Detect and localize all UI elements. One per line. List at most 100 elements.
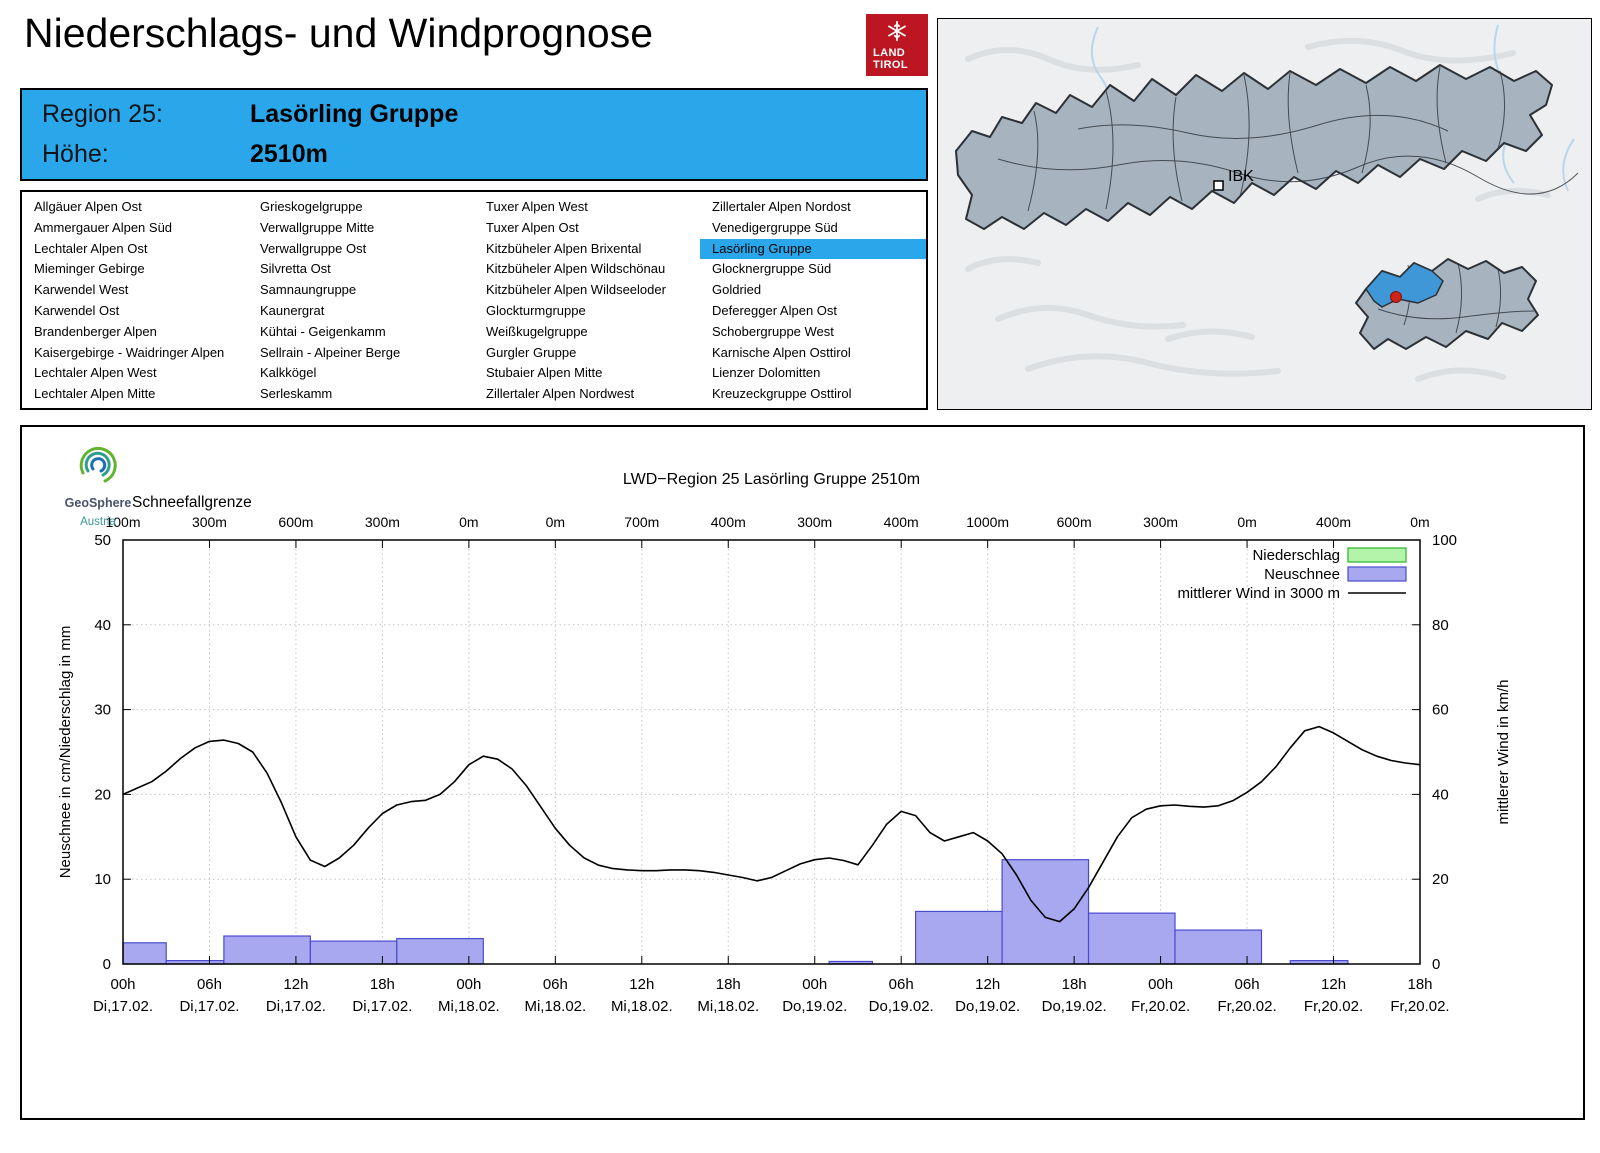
region-list-item[interactable]: Grieskogelgruppe <box>260 199 363 214</box>
ibk-marker <box>1213 180 1224 191</box>
svg-text:00h: 00h <box>456 976 481 993</box>
region-list-item[interactable]: Verwallgruppe Mitte <box>260 219 375 235</box>
tyrol-map[interactable]: IBK <box>937 18 1592 410</box>
svg-text:06h: 06h <box>1235 976 1260 993</box>
region-list-item[interactable]: Schobergruppe West <box>712 323 834 339</box>
region-list-item[interactable]: Lasörling Gruppe <box>700 238 926 260</box>
region-list-item[interactable]: Ammergauer Alpen Süd <box>34 219 173 235</box>
svg-text:Fr,20.02.: Fr,20.02. <box>1390 998 1449 1015</box>
region-list-item[interactable]: Serleskamm <box>260 386 333 402</box>
region-list-item[interactable]: Silvretta Ost <box>260 261 331 277</box>
svg-text:18h: 18h <box>1407 976 1432 993</box>
svg-text:100: 100 <box>1432 532 1457 549</box>
region-list-item[interactable]: Kitzbüheler Alpen Wildschönau <box>486 261 666 277</box>
svg-text:12h: 12h <box>1321 976 1346 993</box>
region-list-item[interactable]: Karnische Alpen Osttirol <box>712 344 851 360</box>
svg-text:0m: 0m <box>1237 514 1256 530</box>
svg-text:700m: 700m <box>624 514 659 530</box>
geosphere-spiral-icon <box>79 446 117 483</box>
region-list-item[interactable]: Lechtaler Alpen Ost <box>34 240 148 256</box>
svg-text:400m: 400m <box>884 514 919 530</box>
region-list-item[interactable]: Kühtai - Geigenkamm <box>260 323 386 339</box>
region-value: Lasörling Gruppe <box>250 100 459 129</box>
svg-text:00h: 00h <box>1148 976 1173 993</box>
svg-text:Neuschnee: Neuschnee <box>1264 566 1340 583</box>
svg-text:18h: 18h <box>370 976 395 993</box>
svg-text:0: 0 <box>103 956 111 973</box>
svg-text:80: 80 <box>1432 617 1449 634</box>
svg-text:600m: 600m <box>278 514 313 530</box>
region-banner: Region 25: Lasörling Gruppe Höhe: 2510m <box>20 88 928 181</box>
svg-text:18h: 18h <box>716 976 741 993</box>
snowflake-icon <box>888 20 906 42</box>
north-tyrol-shape[interactable] <box>955 64 1553 230</box>
svg-text:1000m: 1000m <box>966 514 1009 530</box>
region-list-item[interactable]: Lienzer Dolomitten <box>712 365 821 381</box>
region-list-item[interactable]: Kitzbüheler Alpen Wildseeloder <box>486 282 666 298</box>
region-list-item[interactable]: Sellrain - Alpeiner Berge <box>260 344 401 360</box>
svg-text:mittlerer Wind in 3000 m: mittlerer Wind in 3000 m <box>1177 585 1340 602</box>
region-list-item[interactable]: Kreuzeckgruppe Osttirol <box>712 386 852 402</box>
region-list-item[interactable]: Allgäuer Alpen Ost <box>34 199 142 214</box>
region-list-item[interactable]: Zillertaler Alpen Nordost <box>712 199 851 214</box>
page-title: Niederschlags- und Windprognose <box>24 10 654 56</box>
svg-text:Do,19.02.: Do,19.02. <box>782 998 847 1015</box>
selected-region-shape[interactable] <box>1365 262 1444 308</box>
svg-text:600m: 600m <box>1057 514 1092 530</box>
forecast-chart: LWD−Region 25 Lasörling Gruppe 2510m Schn… <box>57 471 1512 1015</box>
altitude-value: 2510m <box>250 139 328 168</box>
svg-text:50: 50 <box>94 532 111 549</box>
region-list-item[interactable]: Deferegger Alpen Ost <box>712 302 838 318</box>
region-list-item[interactable]: Glockturmgruppe <box>486 302 586 318</box>
svg-text:300m: 300m <box>797 514 832 530</box>
region-list-item[interactable]: Samnaungruppe <box>260 282 357 298</box>
svg-text:60: 60 <box>1432 702 1449 719</box>
svg-text:06h: 06h <box>543 976 568 993</box>
geosphere-austria-logo[interactable]: GeoSphere Austria <box>50 443 146 530</box>
region-list-item[interactable]: Brandenberger Alpen <box>34 323 157 339</box>
svg-text:12h: 12h <box>975 976 1000 993</box>
region-list-item[interactable]: Tuxer Alpen Ost <box>486 219 579 235</box>
svg-text:20: 20 <box>1432 871 1449 888</box>
svg-text:Di,17.02.: Di,17.02. <box>93 998 153 1015</box>
svg-text:Do,19.02.: Do,19.02. <box>1042 998 1107 1015</box>
region-list-item[interactable]: Tuxer Alpen West <box>486 199 588 214</box>
region-list-item[interactable]: Verwallgruppe Ost <box>260 240 367 256</box>
svg-text:300m: 300m <box>1143 514 1178 530</box>
svg-text:00h: 00h <box>110 976 135 993</box>
forecast-chart-panel: LWD−Region 25 Lasörling Gruppe 2510m Schn… <box>20 425 1585 1120</box>
region-list-item[interactable]: Gurgler Gruppe <box>486 344 577 360</box>
region-list-item[interactable]: Lechtaler Alpen West <box>34 365 157 381</box>
region-list-item[interactable]: Kitzbüheler Alpen Brixental <box>486 240 642 256</box>
region-list-item[interactable]: Lechtaler Alpen Mitte <box>34 386 156 402</box>
svg-text:Mi,18.02.: Mi,18.02. <box>524 998 586 1015</box>
region-list-item[interactable]: Weißkugelgruppe <box>486 323 588 339</box>
terrain-shading <box>965 37 1551 382</box>
district-borders <box>997 66 1579 212</box>
region-list-item[interactable]: Kalkkögel <box>260 365 317 381</box>
land-tirol-logo[interactable]: LAND TIROL <box>866 14 928 76</box>
region-list-item[interactable]: Glocknergruppe Süd <box>712 261 832 277</box>
region-list-item[interactable]: Venedigergruppe Süd <box>712 219 838 235</box>
svg-text:06h: 06h <box>197 976 222 993</box>
svg-text:Niederschlag: Niederschlag <box>1252 547 1340 564</box>
svg-text:Di,17.02.: Di,17.02. <box>179 998 239 1015</box>
svg-text:40: 40 <box>1432 786 1449 803</box>
tirol-logo-line2: TIROL <box>873 59 908 71</box>
station-marker <box>1390 291 1402 303</box>
svg-text:300m: 300m <box>365 514 400 530</box>
region-list-item[interactable]: Stubaier Alpen Mitte <box>486 365 603 381</box>
region-list-item[interactable]: Goldried <box>712 282 762 298</box>
region-label: Region 25: <box>42 100 163 129</box>
svg-text:Fr,20.02.: Fr,20.02. <box>1304 998 1363 1015</box>
region-list-item[interactable]: Karwendel West <box>34 282 129 298</box>
altitude-label: Höhe: <box>42 139 109 168</box>
svg-text:06h: 06h <box>889 976 914 993</box>
region-list-item[interactable]: Mieminger Gebirge <box>34 261 145 277</box>
region-list-item[interactable]: Kaisergebirge - Waidringer Alpen <box>34 344 225 360</box>
region-list-item[interactable]: Kaunergrat <box>260 302 325 318</box>
svg-text:0: 0 <box>1432 956 1440 973</box>
svg-text:0m: 0m <box>459 514 478 530</box>
region-list-item[interactable]: Zillertaler Alpen Nordwest <box>486 386 635 402</box>
region-list-item[interactable]: Karwendel Ost <box>34 302 120 318</box>
